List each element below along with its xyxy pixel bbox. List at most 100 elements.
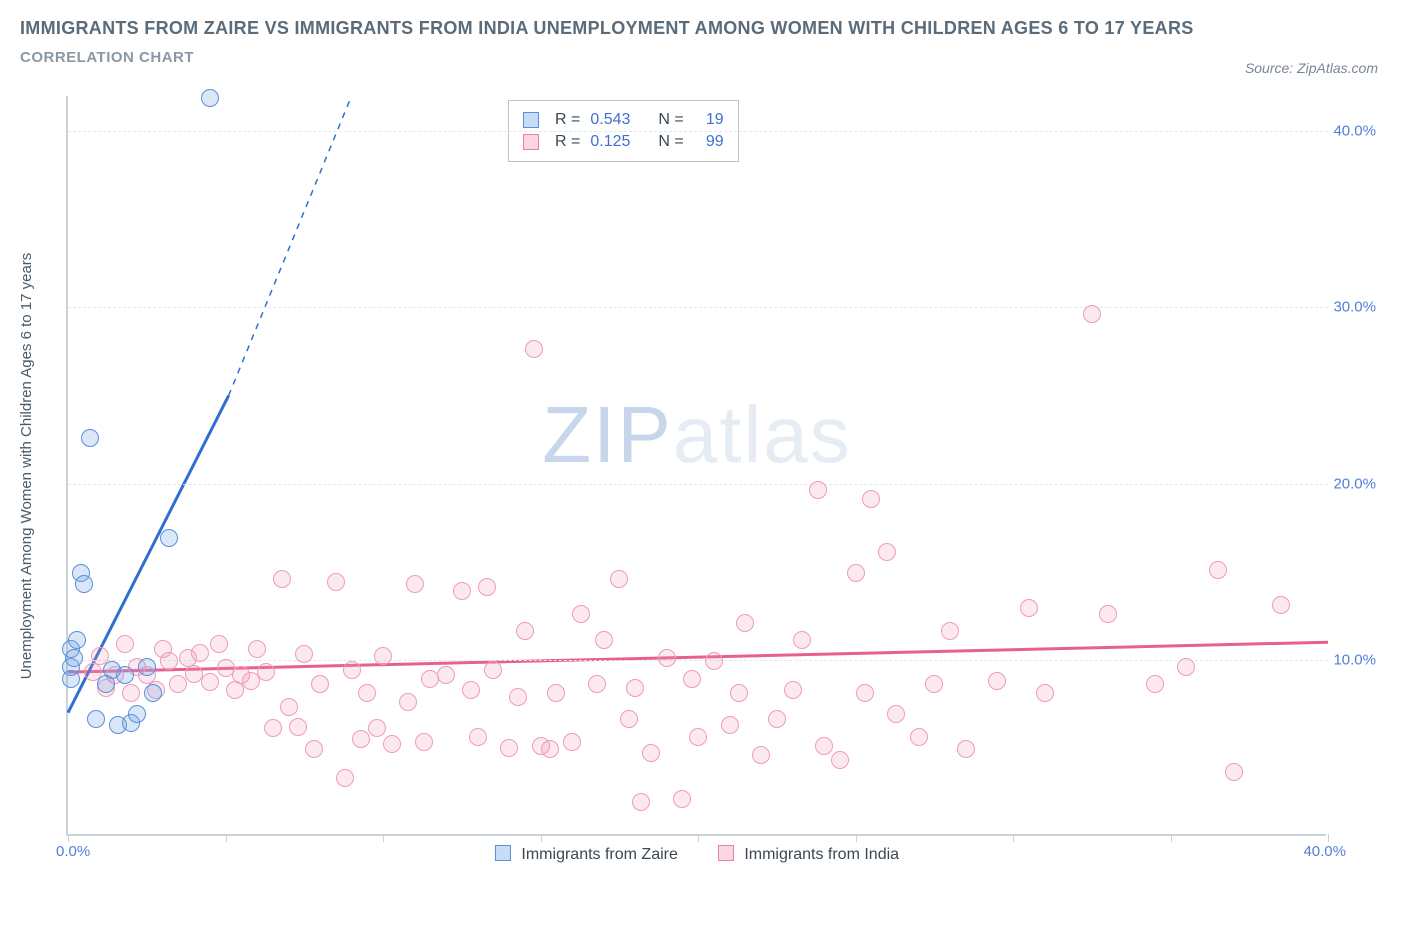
- india-point: [642, 744, 660, 762]
- india-point: [1225, 763, 1243, 781]
- zaire-point: [138, 658, 156, 676]
- india-point: [169, 675, 187, 693]
- zaire-point: [87, 710, 105, 728]
- india-point: [941, 622, 959, 640]
- india-point: [358, 684, 376, 702]
- india-point: [547, 684, 565, 702]
- x-tick: [698, 834, 699, 842]
- x-axis-min-label: 0.0%: [56, 843, 90, 860]
- india-point: [437, 666, 455, 684]
- y-tick-label: 10.0%: [1333, 651, 1376, 668]
- india-point: [201, 673, 219, 691]
- india-point: [831, 751, 849, 769]
- legend-swatch-india-icon: [718, 845, 734, 861]
- india-point: [683, 670, 701, 688]
- x-tick: [1328, 834, 1329, 842]
- india-point: [295, 645, 313, 663]
- india-point: [847, 564, 865, 582]
- india-point: [736, 614, 754, 632]
- india-point: [620, 710, 638, 728]
- zaire-point: [81, 429, 99, 447]
- india-point: [368, 719, 386, 737]
- chart-title: IMMIGRANTS FROM ZAIRE VS IMMIGRANTS FROM…: [20, 14, 1386, 43]
- india-point: [248, 640, 266, 658]
- india-point: [273, 570, 291, 588]
- india-point: [1099, 605, 1117, 623]
- india-point: [462, 681, 480, 699]
- gridline: [68, 484, 1328, 485]
- india-point: [336, 769, 354, 787]
- zaire-point: [62, 670, 80, 688]
- india-point: [721, 716, 739, 734]
- trend-lines: [68, 96, 1328, 836]
- y-axis-label: Unemployment Among Women with Children A…: [18, 253, 35, 680]
- gridline: [68, 660, 1328, 661]
- x-tick: [383, 834, 384, 842]
- india-point: [910, 728, 928, 746]
- chart-frame: Unemployment Among Women with Children A…: [66, 96, 1376, 866]
- x-tick: [68, 834, 69, 842]
- india-point: [1146, 675, 1164, 693]
- india-point: [632, 793, 650, 811]
- zaire-point: [144, 684, 162, 702]
- trend-line-zaire-extrapolated: [229, 96, 352, 396]
- india-point: [752, 746, 770, 764]
- india-point: [572, 605, 590, 623]
- chart-subtitle: CORRELATION CHART: [20, 49, 1386, 66]
- india-point: [862, 490, 880, 508]
- india-point: [280, 698, 298, 716]
- legend-item-zaire: Immigrants from Zaire: [495, 845, 678, 864]
- legend-row-india: R = 0.125 N = 99: [523, 131, 724, 153]
- india-point: [311, 675, 329, 693]
- legend-swatch-zaire-icon: [495, 845, 511, 861]
- india-point: [768, 710, 786, 728]
- x-tick: [856, 834, 857, 842]
- india-point: [856, 684, 874, 702]
- india-point: [383, 735, 401, 753]
- india-point: [689, 728, 707, 746]
- india-point: [541, 740, 559, 758]
- zaire-point: [160, 529, 178, 547]
- india-point: [122, 684, 140, 702]
- india-point: [705, 652, 723, 670]
- x-tick: [1171, 834, 1172, 842]
- y-tick-label: 40.0%: [1333, 123, 1376, 140]
- x-tick: [1013, 834, 1014, 842]
- india-point: [878, 543, 896, 561]
- gridline: [68, 307, 1328, 308]
- india-point: [289, 718, 307, 736]
- india-point: [658, 649, 676, 667]
- india-point: [1020, 599, 1038, 617]
- india-point: [1272, 596, 1290, 614]
- india-point: [453, 582, 471, 600]
- india-point: [415, 733, 433, 751]
- india-point: [957, 740, 975, 758]
- india-point: [925, 675, 943, 693]
- india-point: [1209, 561, 1227, 579]
- india-point: [793, 631, 811, 649]
- source-attribution: Source: ZipAtlas.com: [1245, 60, 1378, 76]
- legend-swatch-zaire: [523, 112, 539, 128]
- india-point: [730, 684, 748, 702]
- india-point: [525, 340, 543, 358]
- y-tick-label: 30.0%: [1333, 299, 1376, 316]
- india-point: [343, 661, 361, 679]
- india-point: [626, 679, 644, 697]
- india-point: [210, 635, 228, 653]
- india-point: [610, 570, 628, 588]
- india-point: [116, 635, 134, 653]
- india-point: [374, 647, 392, 665]
- y-tick-label: 20.0%: [1333, 475, 1376, 492]
- india-point: [478, 578, 496, 596]
- legend-item-india: Immigrants from India: [718, 845, 899, 864]
- india-point: [352, 730, 370, 748]
- zaire-point: [75, 575, 93, 593]
- india-point: [809, 481, 827, 499]
- zaire-point: [116, 666, 134, 684]
- india-point: [563, 733, 581, 751]
- india-point: [815, 737, 833, 755]
- india-point: [784, 681, 802, 699]
- india-point: [327, 573, 345, 591]
- india-point: [1083, 305, 1101, 323]
- india-point: [588, 675, 606, 693]
